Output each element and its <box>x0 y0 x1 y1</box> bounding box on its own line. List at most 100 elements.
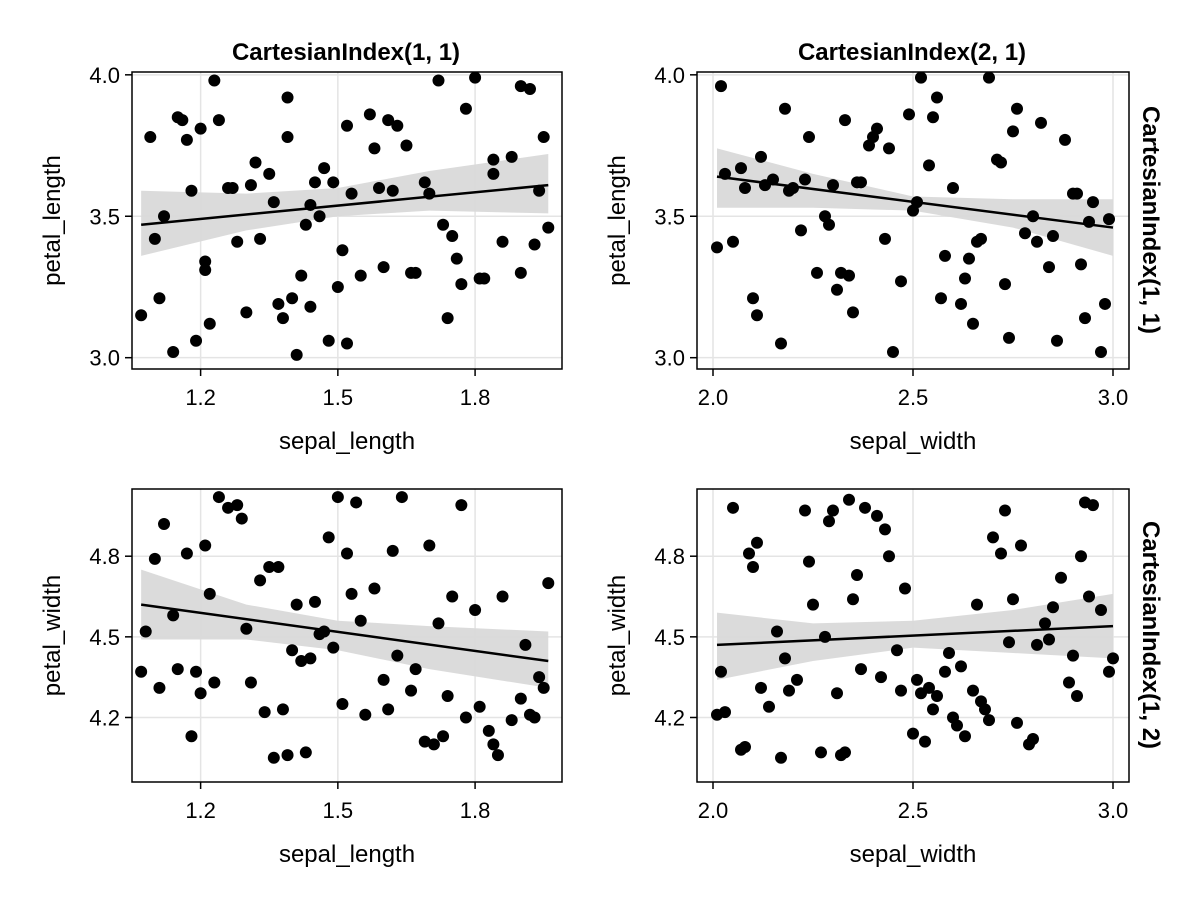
y-tick-label: 4.5 <box>89 625 120 650</box>
data-point <box>226 181 239 194</box>
x-tick-label: 2.5 <box>898 385 929 410</box>
data-point <box>839 746 851 759</box>
data-point <box>791 673 803 686</box>
data-point <box>971 235 983 248</box>
data-point <box>254 574 267 587</box>
data-point <box>943 646 955 659</box>
data-point <box>859 501 871 514</box>
data-point <box>903 108 915 121</box>
data-point <box>505 714 518 727</box>
data-point <box>249 156 262 169</box>
x-tick-label: 2.0 <box>698 385 729 410</box>
data-point <box>313 210 326 223</box>
data-point <box>1015 539 1027 552</box>
data-point <box>441 312 454 325</box>
data-point <box>405 684 418 697</box>
data-point <box>194 687 207 700</box>
data-point <box>883 142 895 155</box>
data-point <box>1083 590 1095 603</box>
data-point <box>171 111 184 124</box>
data-point <box>158 517 171 530</box>
row-title-2: CartesianIndex(1, 2) <box>1137 521 1164 749</box>
data-point <box>847 593 859 606</box>
data-point <box>835 266 847 279</box>
data-point <box>999 504 1011 517</box>
data-point <box>735 162 747 175</box>
data-point <box>359 708 372 721</box>
data-point <box>514 80 527 93</box>
data-point <box>755 681 767 694</box>
data-point <box>1031 638 1043 651</box>
data-point <box>739 181 751 194</box>
data-point <box>244 179 257 192</box>
data-point <box>715 80 727 93</box>
data-point <box>955 297 967 310</box>
data-point <box>199 255 212 268</box>
data-point <box>867 131 879 144</box>
data-point <box>983 714 995 727</box>
x-tick-label: 1.8 <box>460 385 491 410</box>
data-point <box>743 547 755 560</box>
data-point <box>208 676 221 689</box>
data-point <box>491 749 504 762</box>
data-point <box>386 184 399 197</box>
data-point <box>199 264 212 276</box>
data-point <box>523 82 536 95</box>
data-point <box>919 735 931 748</box>
data-point <box>887 346 899 359</box>
data-point <box>931 91 943 104</box>
data-point <box>469 603 482 616</box>
data-point <box>345 587 358 600</box>
data-point <box>1075 550 1087 563</box>
data-point <box>1059 133 1071 146</box>
x-tick-label: 1.8 <box>460 798 491 823</box>
y-axis-label: petal_length <box>39 155 66 286</box>
data-point <box>823 515 835 528</box>
panel-bottom-right: 2.0 2.5 3.0 4.2 4.5 4.8 sepal_width petal_width <box>604 488 1130 868</box>
data-point <box>907 204 919 217</box>
data-point <box>815 746 827 759</box>
data-point <box>418 176 431 189</box>
panel-bottom-left: 1.2 1.5 1.8 4.2 4.5 4.8 sepal_length petal_widt… <box>39 488 563 868</box>
data-point <box>839 114 851 127</box>
confidence-band <box>141 569 549 688</box>
x-tick-label: 1.5 <box>323 798 354 823</box>
data-point <box>783 184 795 197</box>
data-point <box>1071 187 1083 200</box>
x-tick-label: 2.5 <box>898 798 929 823</box>
data-point <box>514 692 527 705</box>
data-point <box>1003 331 1015 344</box>
data-point <box>148 552 161 565</box>
data-point <box>715 665 727 678</box>
data-point <box>190 665 203 678</box>
data-point <box>400 139 413 152</box>
data-point <box>432 617 445 630</box>
data-point <box>185 184 198 197</box>
data-point <box>322 334 335 347</box>
data-point <box>437 730 450 743</box>
data-point <box>368 142 381 155</box>
regression-line <box>716 175 1114 229</box>
data-point <box>203 317 216 330</box>
data-point <box>533 671 546 684</box>
data-point <box>139 625 152 638</box>
data-point <box>895 275 907 288</box>
data-point <box>487 167 500 180</box>
data-point <box>1027 732 1039 745</box>
x-tick-label: 1.5 <box>323 385 354 410</box>
data-point <box>208 74 221 87</box>
data-point <box>995 156 1007 169</box>
data-point <box>879 232 891 245</box>
data-point <box>473 272 486 285</box>
regression-line <box>140 603 549 663</box>
data-point <box>771 625 783 638</box>
data-point <box>807 598 819 611</box>
y-tick-label: 4.8 <box>89 544 120 569</box>
data-point <box>290 598 303 611</box>
data-point <box>799 173 811 186</box>
data-point <box>883 550 895 563</box>
data-point <box>418 735 431 748</box>
data-point <box>959 272 971 285</box>
data-point <box>363 108 376 121</box>
data-point <box>423 539 436 552</box>
